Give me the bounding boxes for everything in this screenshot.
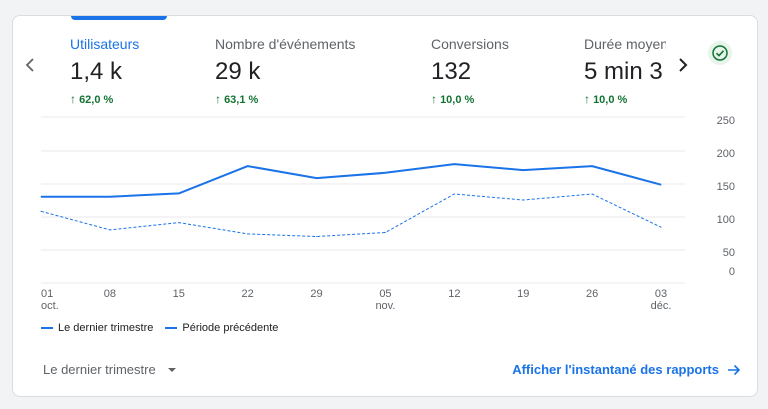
arrow-up-icon: ↑ — [215, 92, 221, 106]
y-tick-label: 100 — [717, 214, 735, 226]
view-report-snapshot-link[interactable]: Afficher l'instantané des rapports — [512, 362, 741, 377]
x-tick-sublabel: oct. — [41, 300, 59, 312]
series-line-previous — [40, 193, 662, 237]
data-point — [247, 165, 249, 167]
legend-label-current: Le dernier trimestre — [58, 322, 154, 334]
data-point — [522, 199, 524, 201]
data-point — [247, 233, 249, 235]
data-point — [40, 210, 42, 212]
y-tick-label: 250 — [717, 115, 735, 127]
metric-value: 132 — [431, 58, 472, 85]
metric-value: 29 k — [215, 58, 261, 85]
x-tick-label: 26 — [586, 288, 598, 300]
metric-change-value: 62,0 % — [79, 94, 114, 106]
caret-down-icon — [167, 367, 176, 372]
legend-item-previous: Période précédente — [165, 322, 278, 334]
metric-change: ↑ 63,1 % — [215, 92, 355, 106]
data-point — [178, 192, 180, 194]
data-point — [591, 193, 593, 195]
report-link-label: Afficher l'instantané des rapports — [512, 362, 719, 377]
chart-series — [40, 163, 662, 238]
next-metric-button[interactable] — [671, 53, 695, 77]
data-point — [316, 177, 318, 179]
data-point — [178, 222, 180, 224]
x-tick-label: 22 — [242, 288, 254, 300]
data-point — [40, 196, 42, 198]
metrics-card: Utilisateurs 1,4 k ↑ 62,0 % Nombre d'évé… — [12, 15, 758, 397]
data-point — [522, 169, 524, 171]
data-point — [591, 165, 593, 167]
chart-grid — [41, 116, 685, 284]
metric-change: ↑ 10,0 % — [431, 92, 509, 106]
chevron-right-icon — [679, 58, 688, 72]
x-tick-sublabel: déc. — [651, 300, 672, 312]
data-point — [109, 229, 111, 231]
metric-change: ↑ 10,0 % — [584, 92, 666, 106]
legend-item-current: Le dernier trimestre — [41, 322, 153, 334]
x-tick-label: 15 — [173, 288, 185, 300]
data-point — [660, 226, 662, 228]
data-point — [453, 163, 455, 165]
metric-change-value: 63,1 % — [224, 94, 259, 106]
x-tick-label: 29 — [310, 288, 322, 300]
arrow-right-icon — [728, 364, 741, 375]
status-badge[interactable] — [708, 41, 732, 65]
y-tick-label: 150 — [717, 181, 735, 193]
legend-swatch-solid — [41, 327, 53, 329]
data-point — [384, 172, 386, 174]
x-tick-sublabel: nov. — [375, 300, 395, 312]
data-point — [384, 232, 386, 234]
data-point — [660, 184, 662, 186]
metric-label: Conversions — [431, 36, 509, 52]
metric-change: ↑ 62,0 % — [70, 92, 139, 106]
series-line-current — [41, 163, 662, 198]
metric-tab-avg-duration[interactable]: Durée moyen 5 min 3 ↑ 10,0 % — [584, 36, 666, 106]
metric-value: 1,4 k — [70, 58, 123, 85]
chevron-left-icon — [25, 58, 34, 72]
metric-label: Nombre d'événements — [215, 36, 356, 52]
data-point — [109, 196, 111, 198]
previous-metric-button[interactable] — [19, 53, 43, 77]
x-tick-label: 12 — [448, 288, 460, 300]
metric-change-value: 10,0 % — [440, 94, 475, 106]
metric-label: Utilisateurs — [70, 36, 140, 52]
metric-label: Durée moyen — [584, 36, 666, 52]
metric-tab-users[interactable]: Utilisateurs 1,4 k ↑ 62,0 % — [70, 36, 139, 106]
metric-tab-events[interactable]: Nombre d'événements 29 k ↑ 63,1 % — [215, 36, 355, 106]
y-axis-labels: 250 200 150 100 50 0 — [717, 115, 735, 278]
legend-label-previous: Période précédente — [182, 322, 279, 334]
chart-legend: Le dernier trimestre Période précédente — [41, 322, 278, 334]
arrow-up-icon: ↑ — [584, 92, 590, 106]
x-tick-label: 01 — [41, 288, 53, 300]
y-tick-label: 50 — [723, 247, 735, 259]
period-dropdown-value: Le dernier trimestre — [43, 362, 156, 377]
check-circle-icon — [712, 45, 728, 61]
active-tab-indicator — [71, 16, 167, 20]
arrow-up-icon: ↑ — [70, 92, 76, 106]
metric-change-value: 10,0 % — [593, 94, 628, 106]
x-tick-label: 05 — [379, 288, 391, 300]
metrics-row: Utilisateurs 1,4 k ↑ 62,0 % Nombre d'évé… — [70, 36, 666, 116]
x-tick-label: 03 — [655, 288, 667, 300]
data-point — [316, 236, 318, 238]
data-point — [453, 193, 455, 195]
legend-swatch-dashed — [165, 327, 178, 329]
metric-value: 5 min 3 — [584, 58, 663, 85]
x-tick-label: 19 — [517, 288, 529, 300]
arrow-up-icon: ↑ — [431, 92, 437, 106]
period-dropdown[interactable]: Le dernier trimestre — [43, 362, 176, 377]
y-tick-label: 200 — [717, 148, 735, 160]
metric-tab-conversions[interactable]: Conversions 132 ↑ 10,0 % — [431, 36, 509, 106]
x-tick-label: 08 — [104, 288, 116, 300]
y-tick-label: 0 — [729, 266, 735, 278]
